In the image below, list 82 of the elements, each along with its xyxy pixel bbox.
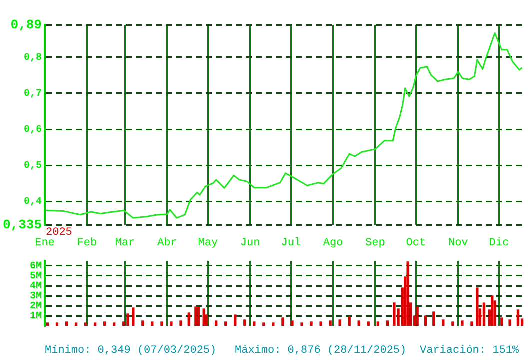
bar bbox=[461, 320, 464, 326]
bar bbox=[452, 322, 454, 326]
bar bbox=[491, 296, 494, 326]
bar bbox=[320, 322, 322, 326]
bar bbox=[160, 322, 164, 326]
y-tick-label: 6M bbox=[30, 262, 42, 273]
y-tick-label: 0,89 bbox=[10, 17, 42, 32]
bar bbox=[170, 322, 173, 326]
bar bbox=[329, 320, 332, 326]
bar bbox=[56, 322, 59, 326]
bar bbox=[113, 322, 116, 326]
text: Variación: 151% bbox=[420, 344, 520, 357]
bar bbox=[282, 318, 284, 326]
bar bbox=[253, 322, 256, 326]
x-tick-label: Oct bbox=[406, 238, 426, 250]
bar bbox=[126, 314, 130, 326]
bar bbox=[46, 322, 50, 326]
y-tick-label: 1M bbox=[30, 312, 42, 323]
bar bbox=[300, 322, 304, 326]
bar bbox=[442, 320, 445, 326]
bar bbox=[376, 322, 380, 326]
y-tick-label: 2M bbox=[30, 302, 42, 313]
x-tick-label: Ago bbox=[323, 238, 344, 250]
bar bbox=[386, 320, 389, 326]
y-tick-label: 0,335 bbox=[2, 217, 42, 232]
bar bbox=[180, 320, 182, 326]
bar bbox=[234, 314, 237, 326]
bar bbox=[393, 302, 396, 326]
bar bbox=[500, 318, 504, 326]
bar bbox=[74, 322, 78, 326]
y-tick-label: 0,6 bbox=[24, 125, 42, 136]
x-tick-label: Sep bbox=[366, 238, 386, 250]
bar bbox=[262, 322, 266, 326]
bar bbox=[104, 322, 106, 326]
y-tick-label: 0,8 bbox=[24, 52, 42, 64]
bar bbox=[476, 288, 479, 326]
bar bbox=[244, 320, 246, 326]
bar bbox=[348, 316, 351, 326]
bar bbox=[424, 316, 428, 326]
x-tick-label: Jul bbox=[281, 238, 302, 250]
bar bbox=[338, 320, 342, 326]
y-tick-label: 0,7 bbox=[24, 88, 42, 100]
bar bbox=[202, 308, 206, 326]
text: Mínimo: 0,349 (07/03/2025) bbox=[45, 344, 217, 357]
bar bbox=[367, 322, 370, 326]
x-tick-label: Jun bbox=[240, 238, 260, 250]
bar bbox=[84, 322, 88, 326]
x-tick-label: Abr bbox=[157, 238, 178, 250]
y-tick-label: 4M bbox=[30, 282, 42, 293]
bar bbox=[215, 320, 218, 326]
bar bbox=[516, 310, 520, 326]
bar bbox=[194, 306, 198, 326]
bar bbox=[508, 320, 512, 326]
x-tick-label: Feb bbox=[77, 238, 98, 250]
y-tick-label: 0,5 bbox=[24, 161, 42, 172]
bar bbox=[470, 322, 474, 326]
y-tick-label: 0,4 bbox=[24, 197, 42, 208]
bar bbox=[432, 312, 436, 326]
bar bbox=[224, 322, 228, 326]
bar bbox=[94, 322, 97, 326]
bar bbox=[142, 320, 144, 326]
text: 2025 bbox=[46, 226, 72, 239]
bar bbox=[132, 308, 135, 326]
x-tick-label: Nov bbox=[448, 238, 469, 250]
bar bbox=[310, 322, 313, 326]
bar bbox=[272, 322, 275, 326]
bar bbox=[406, 262, 410, 326]
bar bbox=[482, 302, 486, 326]
bar bbox=[197, 306, 200, 326]
bar bbox=[291, 320, 294, 326]
x-tick-label: Mar bbox=[115, 238, 136, 250]
bar bbox=[151, 322, 154, 326]
text: Máximo: 0,876 (28/11/2025) bbox=[235, 344, 407, 357]
y-tick-label: 5M bbox=[30, 272, 42, 283]
bar bbox=[188, 312, 190, 326]
bar bbox=[416, 306, 419, 326]
x-tick-label: Ene bbox=[35, 238, 55, 250]
bar bbox=[358, 320, 360, 326]
x-tick-label: Dic bbox=[489, 238, 510, 250]
x-tick-label: May bbox=[198, 238, 218, 250]
y-tick-label: 3M bbox=[30, 292, 42, 303]
bar bbox=[65, 322, 68, 326]
